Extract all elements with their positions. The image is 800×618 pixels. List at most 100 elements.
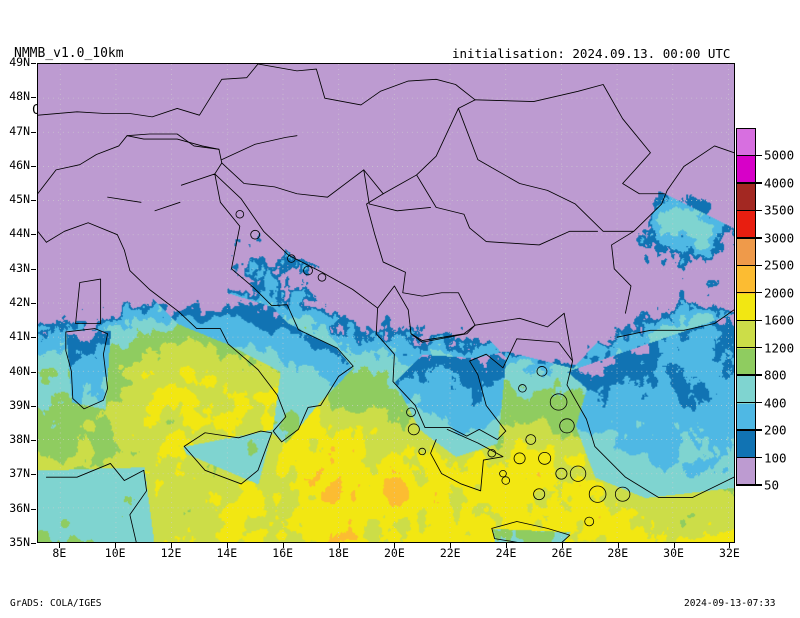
longitude-tick-label: 16E	[272, 546, 294, 560]
colorbar-tick-mark	[736, 292, 762, 294]
latitude-tick-mark	[31, 474, 36, 476]
latitude-tick-mark	[31, 371, 36, 373]
latitude-tick-text: 39N	[9, 397, 30, 412]
latitude-tick-text: 45N	[9, 192, 30, 207]
latitude-tick-mark	[31, 405, 36, 407]
colorbar-tick-label: 400	[764, 395, 787, 411]
longitude-tick-mark	[171, 543, 173, 548]
colorbar-tick-mark	[736, 484, 762, 486]
latitude-tick-mark	[31, 200, 36, 202]
colorbar-tick-mark	[736, 154, 762, 157]
longitude-tick-label: 30E	[663, 546, 684, 560]
colorbar-tick-mark	[736, 209, 762, 212]
colorbar-band	[737, 458, 755, 486]
colorbar-tick-label: 3500	[764, 202, 795, 218]
longitude-tick-mark	[729, 543, 731, 548]
model-name: NMMB_v1.0_10km	[14, 46, 124, 61]
colorbar-tick-mark	[736, 182, 762, 184]
longitude-tick-mark	[673, 543, 675, 548]
colorbar-tick-mark	[736, 374, 762, 376]
colorbar-tick-label: 50	[764, 477, 780, 493]
latitude-tick-mark	[31, 337, 36, 339]
colorbar-band	[737, 129, 755, 157]
longitude-tick-label: 28E	[607, 546, 629, 560]
colorbar-tick-mark	[736, 401, 762, 404]
cape-field-raster	[38, 64, 734, 542]
colorbar-tick-label: 100	[764, 450, 787, 466]
colorbar-band	[737, 156, 755, 184]
longitude-tick-mark	[617, 543, 619, 548]
longitude-tick-label: 24E	[495, 546, 517, 560]
colorbar-band	[737, 266, 755, 294]
colorbar-tick-label: 800	[764, 367, 787, 383]
colorbar-tick-label: 2500	[764, 257, 795, 273]
colorbar-band	[737, 183, 755, 212]
colorbar-band	[737, 238, 755, 267]
grads-credit: GrADS: COLA/IGES	[10, 598, 102, 609]
longitude-tick-label: 22E	[439, 546, 461, 560]
colorbar-band	[737, 211, 755, 239]
latitude-tick-mark	[31, 131, 36, 133]
colorbar-tick-label: 1200	[764, 340, 795, 356]
longitude-tick-mark	[226, 543, 228, 548]
latitude-tick-mark	[31, 97, 36, 99]
colorbar-tick-label: 4000	[764, 175, 795, 191]
colorbar-tick-label: 2000	[764, 285, 795, 301]
colorbar-tick-mark	[736, 429, 762, 431]
latitude-tick-text: 35N	[9, 535, 30, 549]
colorbar-band	[737, 376, 755, 404]
latitude-tick-text: 37N	[9, 466, 30, 481]
longitude-tick-mark	[506, 543, 508, 548]
colorbar-tick-label: 200	[764, 422, 787, 438]
latitude-tick-text: 42N	[9, 295, 30, 309]
longitude-tick-label: 14E	[216, 546, 238, 560]
colorbar-tick-mark	[736, 237, 762, 239]
latitude-tick-mark	[31, 234, 36, 236]
latitude-tick-mark	[31, 63, 36, 64]
longitude-tick-label: 26E	[551, 546, 573, 560]
longitude-tick-mark	[282, 543, 284, 548]
latitude-tick-text: 43N	[9, 260, 30, 275]
colorbar-band	[737, 430, 755, 459]
colorbar-tick-label: 3000	[764, 230, 795, 246]
latitude-tick-mark	[31, 440, 36, 442]
latitude-tick-text: 36N	[9, 500, 30, 515]
latitude-tick-text: 44N	[9, 226, 30, 241]
latitude-tick-mark	[31, 303, 36, 304]
longitude-tick-label: 32E	[719, 546, 740, 560]
latitude-tick-text: 40N	[9, 363, 30, 378]
initialisation-time: initialisation: 2024.09.13. 00:00 UTC	[452, 46, 731, 61]
latitude-tick-text: 49N	[9, 55, 30, 69]
longitude-tick-label: 10E	[104, 546, 126, 560]
longitude-tick-mark	[450, 543, 452, 548]
longitude-tick-mark	[59, 543, 61, 548]
colorbar-tick-mark	[736, 264, 762, 266]
latitude-tick-text: 48N	[9, 89, 30, 104]
colorbar-tick-mark	[736, 346, 762, 349]
latitude-tick-text: 46N	[9, 157, 30, 172]
longitude-tick-label: 18E	[328, 546, 349, 560]
longitude-tick-mark	[115, 543, 117, 548]
longitude-tick-mark	[394, 543, 396, 548]
colorbar-tick-label: 5000	[764, 147, 795, 163]
colorbar-tick-mark	[736, 456, 762, 459]
longitude-tick-label: 8E	[52, 546, 67, 560]
colorbar-band	[737, 348, 755, 377]
map-plot-area[interactable]	[37, 63, 735, 543]
latitude-tick-text: 38N	[9, 432, 30, 447]
colorbar-band	[737, 293, 755, 322]
latitude-tick-mark	[31, 543, 36, 544]
latitude-tick-mark	[31, 508, 36, 510]
longitude-tick-label: 20E	[383, 546, 405, 560]
colorbar[interactable]	[736, 128, 756, 486]
generated-timestamp: 2024-09-13-07:33	[684, 598, 776, 609]
latitude-tick-text: 41N	[9, 329, 30, 344]
colorbar-tick-label: 1600	[764, 312, 795, 328]
colorbar-band	[737, 321, 755, 349]
colorbar-tick-mark	[736, 319, 762, 321]
latitude-tick-text: 47N	[9, 123, 30, 138]
longitude-tick-mark	[561, 543, 563, 548]
longitude-tick-label: 12E	[160, 546, 182, 560]
colorbar-band	[737, 403, 755, 431]
latitude-tick-mark	[31, 165, 36, 167]
